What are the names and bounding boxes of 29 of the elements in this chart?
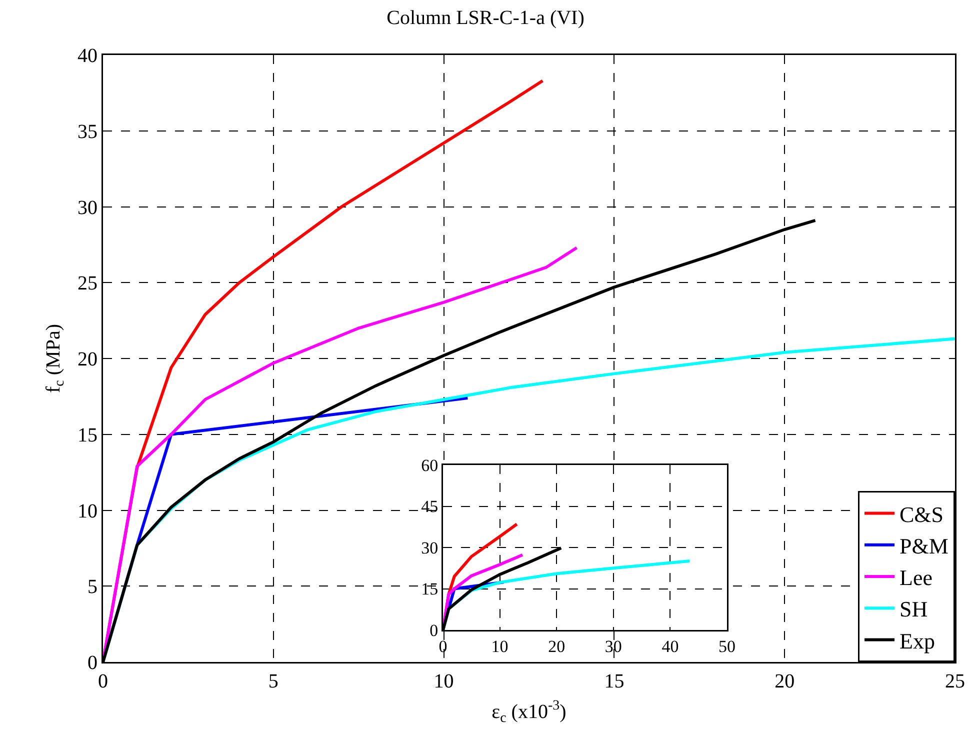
y-tick-label: 60 bbox=[421, 456, 438, 475]
x-tick-label: 30 bbox=[604, 636, 622, 656]
x-tick-label: 10 bbox=[491, 636, 508, 656]
y-tick-label: 15 bbox=[78, 424, 98, 446]
y-tick-label: 40 bbox=[78, 45, 98, 67]
y-tick-label: 0 bbox=[88, 652, 98, 674]
legend-label: Lee bbox=[900, 565, 932, 590]
y-tick-label: 20 bbox=[78, 348, 98, 370]
x-tick-label: 15 bbox=[604, 670, 624, 692]
x-tick-label: 5 bbox=[268, 670, 278, 692]
x-axis-title: ε$_{c}$ (x10$^{-3}$) bbox=[492, 698, 566, 726]
x-tick-label: 20 bbox=[774, 670, 795, 692]
x-tick-label: 50 bbox=[718, 636, 736, 656]
y-tick-label: 10 bbox=[78, 500, 98, 522]
y-tick-label: 45 bbox=[421, 497, 438, 516]
legend-label: P&M bbox=[900, 533, 948, 558]
y-tick-label: 30 bbox=[421, 538, 438, 558]
y-tick-label: 5 bbox=[88, 576, 98, 598]
legend-label: SH bbox=[900, 596, 928, 622]
legend-label: Exp bbox=[900, 628, 935, 654]
legend-label: C&S bbox=[900, 502, 944, 527]
y-tick-label: 30 bbox=[78, 196, 98, 219]
x-tick-label: 25 bbox=[945, 670, 965, 692]
y-tick-label: 0 bbox=[430, 620, 438, 640]
x-tick-label: 20 bbox=[548, 636, 566, 656]
y-tick-label: 35 bbox=[78, 120, 98, 143]
chart-title: Column LSR-C-1-a (VI) bbox=[386, 7, 584, 29]
x-tick-label: 40 bbox=[662, 636, 679, 656]
y-tick-label: 25 bbox=[78, 272, 98, 295]
